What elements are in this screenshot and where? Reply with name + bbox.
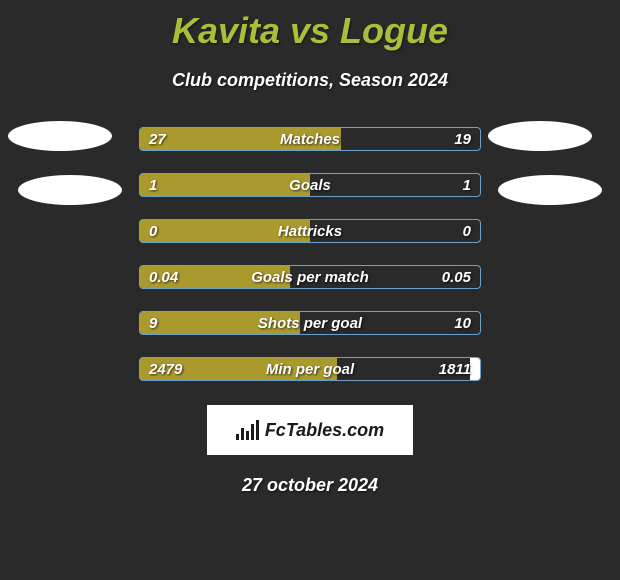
metric-label: Min per goal [139, 357, 481, 381]
decorative-oval [498, 175, 602, 205]
logo-bars-icon [236, 420, 259, 440]
comparison-row: 9 Shots per goal 10 [139, 311, 481, 335]
metric-label: Hattricks [139, 219, 481, 243]
metric-label: Goals [139, 173, 481, 197]
metric-label: Shots per goal [139, 311, 481, 335]
comparison-date: 27 october 2024 [0, 475, 620, 496]
logo-text: FcTables.com [265, 420, 384, 441]
comparison-subtitle: Club competitions, Season 2024 [0, 70, 620, 91]
right-value: 10 [454, 311, 471, 335]
right-value: 19 [454, 127, 471, 151]
fctables-logo: FcTables.com [207, 405, 413, 455]
comparison-row: 0.04 Goals per match 0.05 [139, 265, 481, 289]
comparison-title: Kavita vs Logue [0, 0, 620, 52]
metric-label: Matches [139, 127, 481, 151]
decorative-oval [18, 175, 122, 205]
comparison-row: 27 Matches 19 [139, 127, 481, 151]
decorative-oval [8, 121, 112, 151]
right-value: 1 [463, 173, 471, 197]
right-value: 1811 [439, 357, 471, 381]
comparison-row: 2479 Min per goal 1811 [139, 357, 481, 381]
metric-label: Goals per match [139, 265, 481, 289]
right-value: 0 [463, 219, 471, 243]
comparison-row: 0 Hattricks 0 [139, 219, 481, 243]
decorative-oval [488, 121, 592, 151]
comparison-row: 1 Goals 1 [139, 173, 481, 197]
comparison-rows: 27 Matches 19 1 Goals 1 0 Hattricks 0 0.… [0, 127, 620, 381]
right-value: 0.05 [442, 265, 471, 289]
